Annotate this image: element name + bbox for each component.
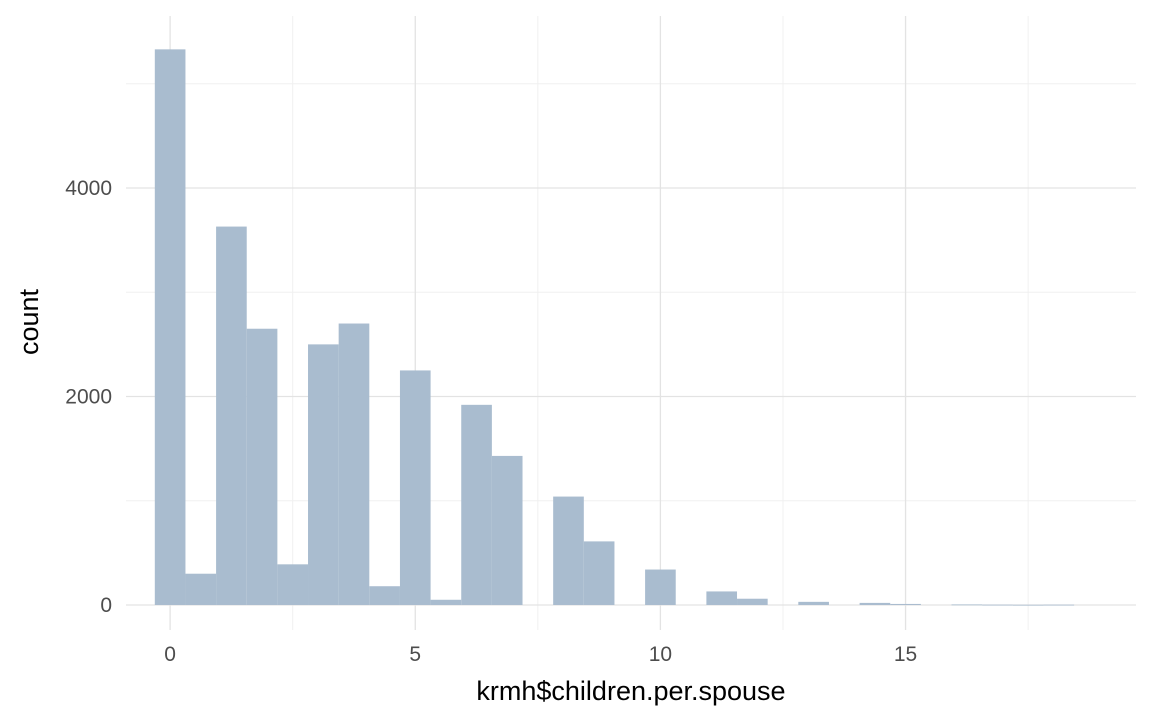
y-axis-title: count [14, 288, 44, 355]
histogram-bar [890, 603, 921, 605]
histogram-bar [645, 569, 676, 605]
histogram-bars [154, 49, 1075, 606]
y-tick-label: 0 [100, 594, 112, 617]
histogram-bar [798, 601, 829, 605]
y-axis-tick-labels: 0 2000 4000 [65, 177, 112, 617]
histogram-bar [553, 496, 584, 605]
histogram-bar [308, 344, 339, 605]
histogram-bar [369, 586, 400, 605]
histogram-bar [185, 573, 217, 605]
histogram-bar [1043, 604, 1075, 606]
histogram-bar [399, 370, 431, 605]
histogram-bar [154, 49, 186, 605]
histogram-bar [461, 404, 492, 605]
histogram-bar [706, 591, 738, 605]
histogram-bar [1012, 604, 1044, 606]
x-tick-label: 0 [164, 643, 176, 666]
x-tick-label: 5 [409, 643, 421, 666]
x-axis-title: krmh$children.per.spouse [476, 676, 785, 706]
histogram-bar [491, 455, 523, 605]
histogram-bar [277, 564, 309, 605]
grid-lines [126, 16, 1136, 630]
y-tick-label: 4000 [65, 177, 112, 200]
x-axis-tick-labels: 0 5 10 15 [164, 643, 917, 666]
histogram-bar [737, 598, 768, 605]
histogram-bar [216, 226, 247, 605]
histogram-bar [951, 604, 983, 606]
histogram-bar [430, 599, 462, 605]
histogram-bar [982, 604, 1013, 606]
histogram-bar [859, 602, 891, 605]
histogram-bar [583, 541, 615, 605]
histogram-bar [338, 323, 370, 605]
y-tick-label: 2000 [65, 385, 112, 408]
x-tick-label: 15 [894, 643, 917, 666]
histogram-bar [246, 328, 278, 605]
x-tick-label: 10 [649, 643, 672, 666]
